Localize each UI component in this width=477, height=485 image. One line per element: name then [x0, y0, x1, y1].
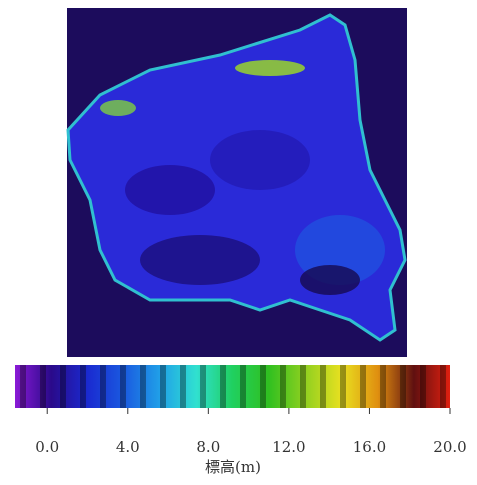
elevation-map: [67, 8, 407, 357]
axis-label: 標高(m): [205, 458, 261, 476]
x-tick-label: 8.0: [196, 438, 220, 456]
x-tick-label: 4.0: [116, 438, 140, 456]
figure: 標高(m) 0.0 4.0 8.0 12.0 16.0 20.0: [0, 0, 477, 485]
x-tick-label: 20.0: [433, 438, 466, 456]
x-tick-label: 16.0: [353, 438, 386, 456]
colorbar-bands: [15, 365, 450, 408]
x-tick-label: 12.0: [272, 438, 305, 456]
x-tick-label: 0.0: [35, 438, 59, 456]
